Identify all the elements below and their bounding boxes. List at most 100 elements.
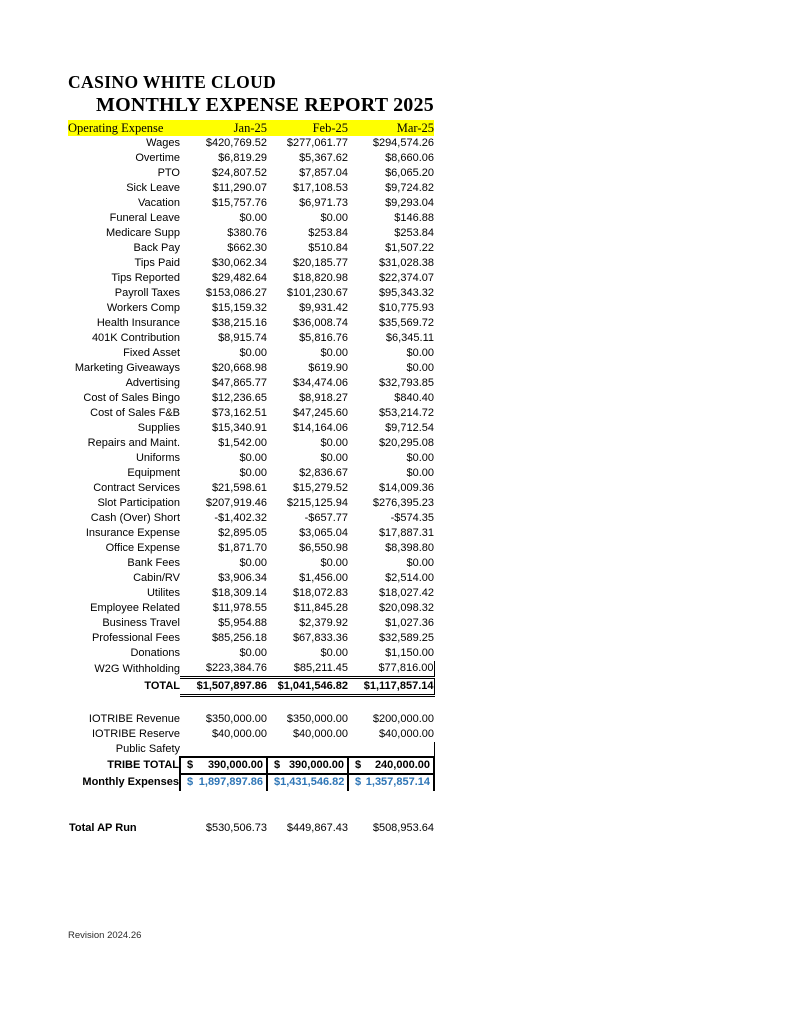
row-value: $6,345.11	[385, 332, 434, 344]
row-value: $223,384.76	[205, 662, 267, 674]
row-value: $1,041,546.82	[267, 676, 348, 697]
row-value: $20,295.08	[378, 437, 434, 449]
expense-row: Insurance Expense $2,895.05 $3,065.04 $17,8…	[68, 526, 434, 541]
allocation-row: Public Safety	[68, 741, 435, 757]
row-value	[180, 741, 267, 757]
row-value: $2,895.05	[218, 527, 267, 539]
expense-row: Overtime $6,819.29 $5,367.62 $8,660.06	[68, 151, 434, 166]
row-value: $18,309.14	[211, 587, 267, 599]
expense-row: Fixed Asset $0.00 $0.00 $0.00	[68, 346, 434, 361]
row-value: $253.84	[394, 227, 434, 239]
row-label: Cost of Sales F&B	[90, 407, 180, 419]
spacer-row	[68, 791, 434, 821]
row-label: W2G Withholding	[94, 662, 180, 675]
expense-row: Equipment $0.00 $2,836.67 $0.00	[68, 466, 434, 481]
row-value: $95,343.32	[378, 287, 434, 299]
currency-symbol: $	[355, 758, 362, 771]
row-value: $5,816.76	[299, 332, 348, 344]
row-value: $6,550.98	[299, 542, 348, 554]
table-body: Wages $420,769.52 $277,061.77 $294,574.26 Ov…	[68, 136, 435, 836]
row-label: IOTRIBE Reserve	[91, 727, 180, 740]
row-value: $20,185.77	[292, 257, 348, 269]
currency-amount: $1,431,546.82	[268, 775, 347, 790]
row-value: $15,279.52	[292, 482, 348, 494]
row-value	[348, 741, 435, 757]
row-value: $0.00	[239, 212, 267, 224]
row-value: $0.00	[239, 347, 267, 359]
row-label: Cabin/RV	[133, 572, 180, 584]
row-value: $1,507,897.86	[180, 676, 267, 697]
monthly-expenses-row: Monthly Expenses $1,897,897.86 $1,431,546.…	[68, 773, 435, 791]
tribe-total-row: TRIBE TOTAL $390,000.00 $390,000.00 $240,00…	[68, 755, 435, 775]
expense-row: Donations $0.00 $0.00 $1,150.00	[68, 646, 434, 661]
row-label: Supplies	[137, 422, 180, 434]
report-title: MONTHLY EXPENSE REPORT 2025	[96, 94, 434, 116]
expense-row: Marketing Giveaways $20,668.98 $619.90 $0.0…	[68, 361, 434, 376]
row-value: $0.00	[320, 557, 348, 569]
row-label: PTO	[157, 167, 180, 179]
row-label: Public Safety	[115, 742, 180, 755]
row-value: $1,027.36	[385, 617, 434, 629]
row-value: $1,150.00	[385, 647, 434, 659]
row-value: $9,931.42	[299, 302, 348, 314]
row-value: $0.00	[239, 452, 267, 464]
row-value: $1,897,897.86	[179, 773, 268, 791]
row-value: -$1,402.32	[214, 512, 267, 524]
row-label: Uniforms	[135, 452, 180, 464]
row-value: -$574.35	[390, 512, 434, 524]
row-value: $8,918.27	[299, 392, 348, 404]
expense-row: Bank Fees $0.00 $0.00 $0.00	[68, 556, 434, 571]
allocation-row: IOTRIBE Reserve $40,000.00 $40,000.00 $40,0…	[68, 727, 434, 742]
row-value: $20,668.98	[211, 362, 267, 374]
row-label: Office Expense	[105, 542, 180, 554]
amount: 1,357,857.14	[365, 776, 430, 788]
row-value: $1,117,857.14	[348, 676, 435, 697]
spacer-cell	[68, 791, 434, 821]
row-value: $15,757.76	[211, 197, 267, 209]
row-value: $0.00	[320, 452, 348, 464]
row-value: $32,793.85	[378, 377, 434, 389]
row-label: Marketing Giveaways	[74, 362, 180, 374]
row-value: $9,293.04	[385, 197, 434, 209]
expense-row: Cash (Over) Short -$1,402.32 -$657.77 -$574…	[68, 511, 434, 526]
amount: 240,000.00	[374, 758, 430, 771]
row-label: Donations	[130, 647, 180, 659]
currency-amount: $240,000.00	[349, 758, 433, 773]
row-value: $449,867.43	[286, 821, 348, 834]
row-value: $14,164.06	[292, 422, 348, 434]
expense-row: Office Expense $1,871.70 $6,550.98 $8,398.8…	[68, 541, 434, 556]
currency-amount: $390,000.00	[268, 758, 347, 773]
row-label: 401K Contribution	[91, 332, 180, 344]
row-value: $380.76	[227, 227, 267, 239]
total-ap-run-row: Total AP Run $530,506.73 $449,867.43 $508,9…	[68, 821, 434, 836]
row-value: $5,954.88	[218, 617, 267, 629]
row-label: Sick Leave	[126, 182, 180, 194]
expense-row: Uniforms $0.00 $0.00 $0.00	[68, 451, 434, 466]
expense-row: Business Travel $5,954.88 $2,379.92 $1,027.…	[68, 616, 434, 631]
row-label: Slot Participation	[97, 497, 180, 509]
row-value: -$657.77	[304, 512, 348, 524]
expense-row: Funeral Leave $0.00 $0.00 $146.88	[68, 211, 434, 226]
row-value: $0.00	[406, 467, 434, 479]
row-value: $277,061.77	[286, 137, 348, 149]
expense-row: Contract Services $21,598.61 $15,279.52 $14…	[68, 481, 434, 496]
row-value: $0.00	[406, 557, 434, 569]
row-label: Cost of Sales Bingo	[83, 392, 180, 404]
row-value: $67,833.36	[292, 632, 348, 644]
currency-amount: $1,357,857.14	[349, 775, 433, 790]
row-value: $21,598.61	[211, 482, 267, 494]
row-value: $77,816.00	[348, 661, 435, 678]
row-value: $0.00	[406, 347, 434, 359]
row-value: $0.00	[320, 212, 348, 224]
row-value: $18,027.42	[378, 587, 434, 599]
row-label: Total AP Run	[69, 821, 137, 834]
row-value: $6,971.73	[299, 197, 348, 209]
row-label: Insurance Expense	[85, 527, 180, 539]
expense-row: Professional Fees $85,256.18 $67,833.36 $32…	[68, 631, 434, 646]
row-label: Professional Fees	[91, 632, 180, 644]
expense-row: W2G Withholding $223,384.76 $85,211.45 $77,…	[68, 661, 435, 678]
row-value: $153,086.27	[205, 287, 267, 299]
expense-row: Tips Paid $30,062.34 $20,185.77 $31,028.38	[68, 256, 434, 271]
row-value: $0.00	[320, 437, 348, 449]
currency-symbol: $	[274, 758, 281, 771]
